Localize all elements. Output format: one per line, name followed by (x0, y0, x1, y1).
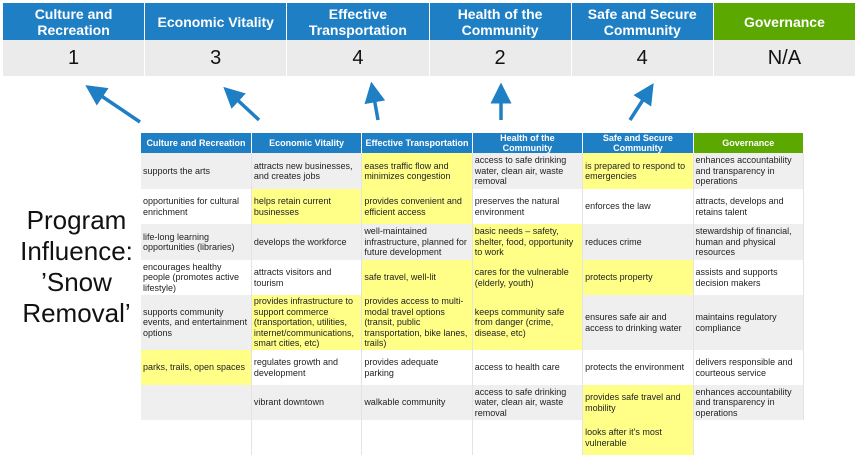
table-cell (693, 420, 804, 455)
summary-header: Safe and Secure Community (571, 3, 714, 40)
table-row: opportunities for cultural enrichment hel… (141, 189, 805, 224)
influence-table: Culture and Recreation Economic Vitality E… (141, 133, 805, 455)
arrows (85, 81, 654, 124)
table-cell: provides infrastructure to support comme… (251, 295, 363, 350)
table-cell: supports the arts (141, 153, 252, 189)
table-cell: access to safe drinking water, clean air… (472, 153, 584, 189)
table-cell: regulates growth and development (251, 350, 363, 385)
table-cell: encourages healthy people (promotes acti… (141, 260, 252, 295)
table-cell: is prepared to respond to emergencies (582, 153, 694, 189)
summary-value: 2 (429, 40, 572, 76)
table-cell: protects property (582, 260, 694, 295)
table-cell: well-maintained infrastructure, planned … (361, 224, 473, 260)
summary-header: Governance (713, 3, 856, 40)
summary-value: 4 (571, 40, 714, 76)
table-header: Culture and Recreation (141, 133, 252, 153)
table-cell: parks, trails, open spaces (141, 350, 252, 385)
table-cell (141, 420, 252, 455)
table-cell: looks after it's most vulnerable (582, 420, 694, 455)
table-row: vibrant downtown walkable community access… (141, 385, 805, 420)
table-cell: maintains regulatory compliance (693, 295, 805, 350)
table-cell: life-long learning opportunities (librar… (141, 224, 252, 260)
table-cell (141, 385, 252, 420)
table-cell: assists and supports decision makers (693, 260, 805, 295)
table-row: supports the arts attracts new businesses… (141, 153, 805, 189)
arrow-icon (628, 83, 654, 121)
table-cell: access to safe drinking water, clean air… (472, 385, 584, 420)
summary-header: Health of the Community (429, 3, 572, 40)
table-cell: attracts new businesses, and creates job… (251, 153, 363, 189)
summary-scores: Culture and Recreation Economic Vitality… (3, 3, 856, 76)
table-row: encourages healthy people (promotes acti… (141, 260, 805, 295)
table-cell: provides convenient and efficient access (361, 189, 473, 224)
summary-header: Culture and Recreation (3, 3, 146, 40)
table-cell: helps retain current businesses (251, 189, 363, 224)
table-cell: cares for the vulnerable (elderly, youth… (472, 260, 584, 295)
summary-value: 4 (287, 40, 430, 76)
table-cell (251, 420, 363, 455)
table-cell: attracts visitors and tourism (251, 260, 363, 295)
summary-value: 1 (3, 40, 146, 76)
arrow-icon (223, 86, 261, 122)
summary-header: Effective Transportation (287, 3, 430, 40)
table-header: Economic Vitality (251, 133, 363, 153)
table-cell (472, 420, 584, 455)
table-cell: ensures safe air and access to drinking … (582, 295, 694, 350)
table-cell: enhances accountability and transparency… (693, 385, 805, 420)
table-cell: stewardship of financial, human and phys… (693, 224, 805, 260)
table-row: life-long learning opportunities (librar… (141, 224, 805, 260)
table-cell: eases traffic flow and minimizes congest… (361, 153, 473, 189)
table-cell: opportunities for cultural enrichment (141, 189, 252, 224)
arrow-icon (85, 85, 141, 124)
table-cell: walkable community (361, 385, 473, 420)
table-cell: protects the environment (582, 350, 694, 385)
table-cell (361, 420, 473, 455)
table-cell: provides access to multi-modal travel op… (361, 295, 473, 350)
arrow-icon (364, 81, 386, 121)
table-header: Safe and Secure Community (582, 133, 694, 153)
summary-value: 3 (145, 40, 288, 76)
table-header: Health of the Community (472, 133, 584, 153)
table-cell: access to health care (472, 350, 584, 385)
table-header: Effective Transportation (361, 133, 473, 153)
table-cell: keeps community safe from danger (crime,… (472, 295, 584, 350)
table-cell: supports community events, and entertain… (141, 295, 252, 350)
table-cell: reduces crime (582, 224, 694, 260)
table-cell: develops the workforce (251, 224, 363, 260)
table-cell: provides safe travel and mobility (582, 385, 694, 420)
table-row: looks after it's most vulnerable (141, 420, 804, 455)
table-row: supports community events, and entertain… (141, 295, 805, 350)
table-cell: attracts, develops and retains talent (693, 189, 805, 224)
program-title: Program Influence: ’Snow Removal’ (20, 205, 133, 328)
table-cell: provides adequate parking (361, 350, 473, 385)
table-cell: safe travel, well-lit (361, 260, 473, 295)
summary-value: N/A (713, 40, 856, 76)
table-cell: vibrant downtown (251, 385, 363, 420)
table-cell: enhances accountability and transparency… (693, 153, 805, 189)
table-cell: enforces the law (582, 189, 694, 224)
table-header: Governance (693, 133, 805, 153)
table-cell: preserves the natural environment (472, 189, 584, 224)
summary-header: Economic Vitality (145, 3, 288, 40)
table-cell: delivers responsible and courteous servi… (693, 350, 805, 385)
table-cell: basic needs – safety, shelter, food, opp… (472, 224, 584, 260)
table-row: parks, trails, open spaces regulates grow… (141, 350, 805, 385)
